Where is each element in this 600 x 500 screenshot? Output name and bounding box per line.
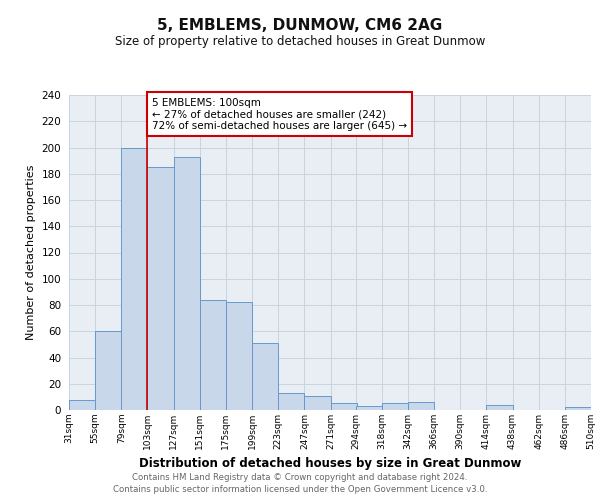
Text: Contains public sector information licensed under the Open Government Licence v3: Contains public sector information licen…: [113, 485, 487, 494]
Y-axis label: Number of detached properties: Number of detached properties: [26, 165, 36, 340]
X-axis label: Distribution of detached houses by size in Great Dunmow: Distribution of detached houses by size …: [139, 458, 521, 470]
Text: 5 EMBLEMS: 100sqm
← 27% of detached houses are smaller (242)
72% of semi-detache: 5 EMBLEMS: 100sqm ← 27% of detached hous…: [152, 98, 407, 131]
Bar: [408, 402, 434, 410]
Text: Contains HM Land Registry data © Crown copyright and database right 2024.: Contains HM Land Registry data © Crown c…: [132, 472, 468, 482]
Bar: [69, 400, 95, 410]
Bar: [565, 408, 591, 410]
Bar: [304, 396, 331, 410]
Bar: [252, 343, 278, 410]
Bar: [95, 331, 121, 410]
Bar: [200, 300, 226, 410]
Bar: [487, 405, 512, 410]
Text: 5, EMBLEMS, DUNMOW, CM6 2AG: 5, EMBLEMS, DUNMOW, CM6 2AG: [157, 18, 443, 32]
Bar: [382, 404, 408, 410]
Text: Size of property relative to detached houses in Great Dunmow: Size of property relative to detached ho…: [115, 35, 485, 48]
Bar: [121, 148, 148, 410]
Bar: [173, 156, 200, 410]
Bar: [331, 404, 356, 410]
Bar: [356, 406, 382, 410]
Bar: [226, 302, 252, 410]
Bar: [278, 393, 304, 410]
Bar: [148, 167, 173, 410]
